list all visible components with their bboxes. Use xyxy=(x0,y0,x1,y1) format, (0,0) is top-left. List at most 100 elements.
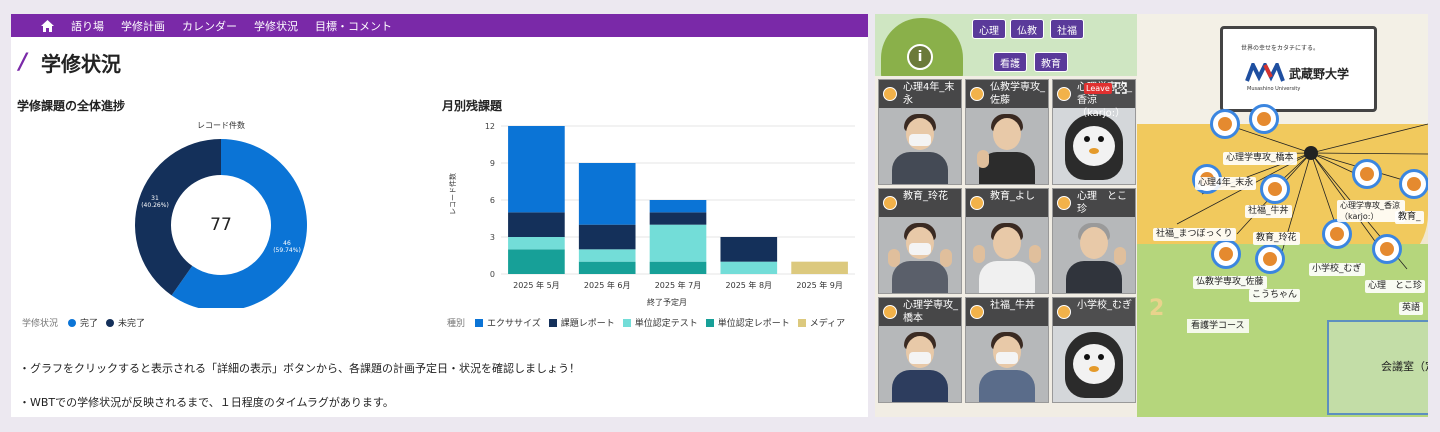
user-avatar-node[interactable] xyxy=(1211,239,1241,269)
tag-button-education[interactable]: 教育 xyxy=(1034,52,1068,72)
legend-item-exercise[interactable]: エクササイズ xyxy=(487,319,541,329)
video-tile[interactable]: 社福_牛丼 xyxy=(965,297,1049,403)
bar-segment-0-3[interactable] xyxy=(508,126,565,213)
participant-video xyxy=(973,219,1041,293)
legend-todo-label[interactable]: 未完了 xyxy=(118,319,146,329)
nav-item-calendar[interactable]: カレンダー xyxy=(182,19,237,33)
bar-segment-1-2[interactable] xyxy=(578,224,636,250)
tag-button-psychology[interactable]: 心理 xyxy=(972,19,1006,39)
bar-segment-0-1[interactable] xyxy=(508,237,565,250)
nav-item-plan[interactable]: 学修計画 xyxy=(121,19,165,33)
legend-swatch-media xyxy=(797,318,806,327)
video-tile[interactable]: 仏教学専攻_佐藤 xyxy=(965,79,1049,185)
video-tile[interactable]: 心理学専攻_橋本 xyxy=(878,297,962,403)
legend-item-report[interactable]: 課題レポート xyxy=(560,319,615,329)
user-avatar-node[interactable] xyxy=(1399,169,1428,199)
avatar-icon xyxy=(1057,196,1071,210)
home-icon[interactable] xyxy=(41,19,54,32)
bar-segment-0-0[interactable] xyxy=(508,249,565,274)
meeting-room-label: 会議室（定 xyxy=(1381,360,1428,373)
logo-tagline: 世界の幸せをカタチにする。 xyxy=(1241,45,1320,52)
avatar-icon xyxy=(970,196,984,210)
participant-name: 社福_牛丼 xyxy=(990,300,1035,311)
participant-name: 小学校_むぎ xyxy=(1077,300,1132,311)
avatar-icon xyxy=(883,196,897,210)
x-tick-label: 2025 年 9月 xyxy=(796,280,843,290)
user-avatar-node[interactable] xyxy=(1255,244,1285,274)
room-map[interactable]: 世界の幸せをカタチにする。 武蔵野大学 Musashino University xyxy=(1137,14,1428,417)
video-tile[interactable]: 教育_玲花 xyxy=(878,188,962,294)
legend-item-test[interactable]: 単位認定テスト xyxy=(634,319,698,329)
x-axis-label: 終了予定月 xyxy=(647,297,687,307)
legend-todo-swatch xyxy=(106,318,115,327)
video-tile[interactable]: 心理4年_末永 xyxy=(878,79,962,185)
avatar-icon xyxy=(883,305,897,319)
legend-done-label[interactable]: 完了 xyxy=(80,319,99,329)
meeting-room-area[interactable]: 会議室（定 xyxy=(1327,320,1428,415)
nav-item-status[interactable]: 学修状況 xyxy=(254,19,298,33)
y-tick-label: 9 xyxy=(490,159,495,168)
university-name-en: Musashino University xyxy=(1247,86,1301,92)
slice-label-done-pct: (59.74%) xyxy=(273,247,301,254)
nav-item-goals[interactable]: 目標・コメント xyxy=(315,19,392,33)
bar-segment-1-3[interactable] xyxy=(578,163,636,225)
course-label: 看護学コース xyxy=(1187,319,1249,333)
hub-icon xyxy=(1304,146,1318,160)
participant-name: 教育_玲花 xyxy=(903,191,948,202)
x-tick-label: 2025 年 8月 xyxy=(726,280,773,290)
tag-button-nursing[interactable]: 看護 xyxy=(993,52,1027,72)
legend-swatch-exercise xyxy=(475,318,484,327)
monthly-bar-chart[interactable]: レコード件数 0 3 6 9 12 2025 年 5月 2025 年 6月 2025 年 7… xyxy=(445,114,855,314)
tag-button-buddhism[interactable]: 仏教 xyxy=(1010,19,1044,39)
map-user-label: 心理学専攻_香涼（karjo:） xyxy=(1337,200,1405,222)
info-icon[interactable]: i xyxy=(907,44,933,70)
bar-segment-1-1[interactable] xyxy=(578,249,636,262)
legend-swatch-credit-report xyxy=(705,318,714,327)
y-tick-label: 6 xyxy=(490,196,495,205)
university-logo-board: 世界の幸せをカタチにする。 武蔵野大学 Musashino University xyxy=(1220,26,1377,112)
video-tile[interactable]: 心理学専攻_香涼（karjo:） xyxy=(1052,79,1136,185)
map-user-label: 心理 とこ珍 xyxy=(1365,280,1426,293)
x-tick-label: 2025 年 7月 xyxy=(655,280,702,290)
top-nav: 語り場 学修計画 カレンダー 学修状況 目標・コメント xyxy=(11,14,868,37)
bar-segment-3-2[interactable] xyxy=(720,237,778,262)
tag-button-welfare[interactable]: 社福 xyxy=(1050,19,1084,39)
bar-segment-2-2[interactable] xyxy=(649,212,707,225)
user-avatar-node[interactable] xyxy=(1210,109,1240,139)
bar-segment-2-1[interactable] xyxy=(649,224,707,262)
map-floor xyxy=(1137,244,1428,417)
leave-button[interactable]: Leave xyxy=(1084,83,1112,94)
bar-segment-1-0[interactable] xyxy=(578,261,636,274)
bar-segment-0-2[interactable] xyxy=(508,212,565,237)
video-tile[interactable]: 教育_よし xyxy=(965,188,1049,294)
avatar-icon xyxy=(970,305,984,319)
avatar-icon xyxy=(883,87,897,101)
user-avatar-node[interactable] xyxy=(1372,234,1402,264)
participant-video xyxy=(892,328,948,402)
nav-item-katariba[interactable]: 語り場 xyxy=(71,19,104,33)
y-tick-label: 12 xyxy=(485,122,495,131)
user-avatar-node[interactable] xyxy=(1352,159,1382,189)
learning-status-panel: 語り場 学修計画 カレンダー 学修状況 目標・コメント / 学修状況 学修課題の… xyxy=(11,14,868,417)
participant-name: 心理 とこ珍 xyxy=(1077,191,1127,215)
donut-slice-0[interactable] xyxy=(171,139,307,308)
legend-item-media[interactable]: メディア xyxy=(809,319,846,329)
map-user-label: 心理4年_末永 xyxy=(1195,177,1257,190)
legend-item-credit-report[interactable]: 単位認定レポート xyxy=(717,319,790,329)
donut-slice-1[interactable] xyxy=(135,139,221,296)
bar-segment-4-4[interactable] xyxy=(791,261,848,274)
university-name: 武蔵野大学 xyxy=(1289,67,1350,81)
video-tile[interactable]: 小学校_むぎ xyxy=(1052,297,1136,403)
video-tile[interactable]: 心理 とこ珍 xyxy=(1052,188,1136,294)
bar-segment-2-0[interactable] xyxy=(649,261,707,274)
bar-segment-3-1[interactable] xyxy=(720,261,778,274)
user-avatar-node[interactable] xyxy=(1260,174,1290,204)
bar-segment-2-3[interactable] xyxy=(649,200,707,213)
monthly-legend: 種別 エクササイズ 課題レポート 単位認定テスト 単位認定レポート メディア xyxy=(447,316,853,329)
user-avatar-node[interactable] xyxy=(1249,104,1279,134)
video-grid: 心理4年_末永 仏教学専攻_佐藤 心理学専攻_香涼（karjo:） 教育_玲花 xyxy=(875,76,1137,417)
expand-icon[interactable] xyxy=(1115,82,1127,94)
progress-donut-chart[interactable]: レコード件数 77 46 (59.74%) 31 (40.26%) xyxy=(121,118,321,308)
map-user-label: 社福_まつぼっくり xyxy=(1153,228,1236,241)
user-avatar-node[interactable] xyxy=(1322,219,1352,249)
